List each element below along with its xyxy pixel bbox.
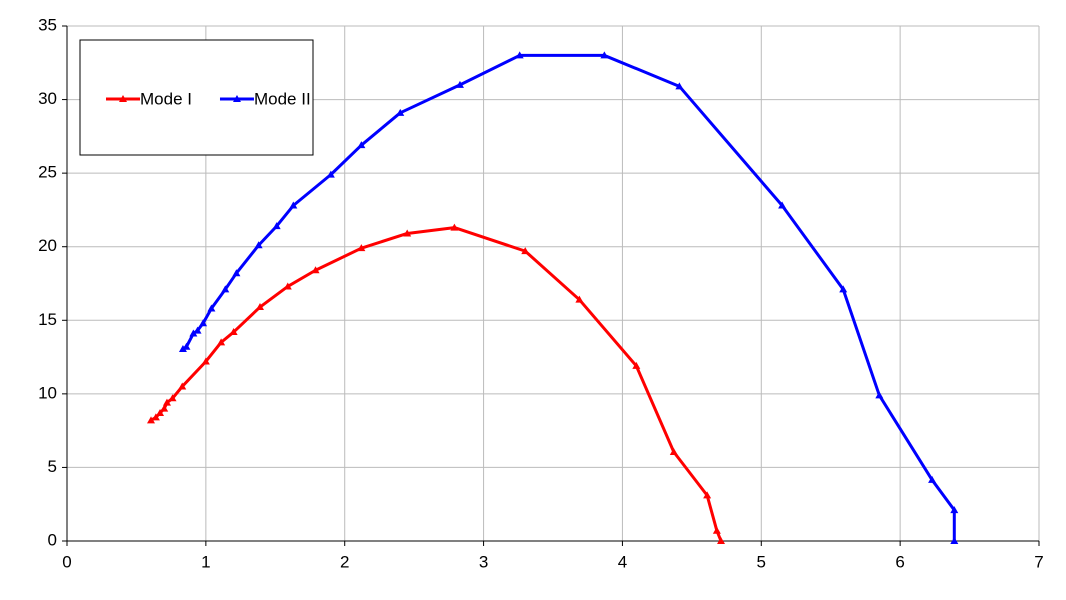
point-marker bbox=[178, 382, 187, 390]
point-marker bbox=[221, 285, 230, 293]
x-tick-label: 0 bbox=[62, 552, 71, 571]
point-marker bbox=[450, 223, 459, 231]
x-tick-label: 5 bbox=[757, 552, 766, 571]
point-marker bbox=[283, 282, 292, 290]
point-marker bbox=[147, 416, 156, 424]
point-marker bbox=[950, 506, 959, 514]
point-marker bbox=[160, 404, 169, 412]
y-tick-label: 35 bbox=[38, 15, 57, 34]
point-marker bbox=[575, 295, 584, 303]
point-marker bbox=[521, 247, 530, 255]
point-marker bbox=[151, 413, 160, 421]
point-marker bbox=[403, 229, 412, 237]
point-marker bbox=[168, 394, 177, 402]
point-marker bbox=[928, 475, 937, 483]
y-tick-label: 30 bbox=[38, 89, 57, 108]
y-tick-label: 20 bbox=[38, 236, 57, 255]
point-marker bbox=[193, 326, 202, 334]
legend-label: Mode I bbox=[140, 89, 192, 108]
y-tick-label: 15 bbox=[38, 310, 57, 329]
point-marker bbox=[357, 244, 366, 252]
point-marker bbox=[189, 329, 198, 337]
point-marker bbox=[396, 108, 405, 116]
x-tick-label: 3 bbox=[479, 552, 488, 571]
point-marker bbox=[950, 537, 959, 544]
point-marker bbox=[632, 361, 641, 369]
y-tick-label: 5 bbox=[48, 457, 57, 476]
x-tick-label: 7 bbox=[1034, 552, 1043, 571]
point-marker bbox=[875, 391, 884, 399]
point-marker bbox=[229, 328, 238, 336]
point-marker bbox=[778, 201, 787, 209]
point-marker bbox=[326, 170, 335, 178]
y-tick-label: 25 bbox=[38, 163, 57, 182]
point-marker bbox=[217, 338, 226, 346]
point-marker bbox=[182, 342, 191, 350]
point-marker bbox=[289, 201, 298, 209]
legend-label: Mode II bbox=[254, 89, 311, 108]
point-marker bbox=[600, 51, 609, 59]
y-tick-label: 10 bbox=[38, 383, 57, 402]
point-marker bbox=[515, 51, 524, 59]
x-tick-label: 4 bbox=[618, 552, 627, 571]
point-marker bbox=[199, 319, 208, 327]
point-marker bbox=[178, 344, 187, 352]
x-tick-label: 6 bbox=[895, 552, 904, 571]
point-marker bbox=[717, 537, 726, 544]
point-marker bbox=[232, 269, 241, 277]
point-marker bbox=[712, 526, 721, 534]
point-marker bbox=[455, 80, 464, 88]
point-marker bbox=[207, 304, 216, 312]
x-tick-label: 1 bbox=[201, 552, 210, 571]
legend-marker bbox=[119, 95, 127, 102]
point-marker bbox=[675, 82, 684, 90]
point-marker bbox=[839, 285, 848, 293]
point-marker bbox=[272, 222, 281, 230]
point-marker bbox=[256, 303, 265, 311]
point-marker bbox=[703, 491, 712, 499]
point-marker bbox=[162, 398, 171, 406]
y-tick-label: 0 bbox=[48, 530, 57, 549]
x-tick-label: 2 bbox=[340, 552, 349, 571]
point-marker bbox=[669, 447, 678, 455]
point-marker bbox=[311, 266, 320, 274]
point-marker bbox=[357, 141, 366, 149]
point-marker bbox=[201, 357, 210, 365]
legend-marker bbox=[232, 95, 241, 102]
point-marker bbox=[254, 241, 263, 249]
point-marker bbox=[156, 408, 165, 416]
